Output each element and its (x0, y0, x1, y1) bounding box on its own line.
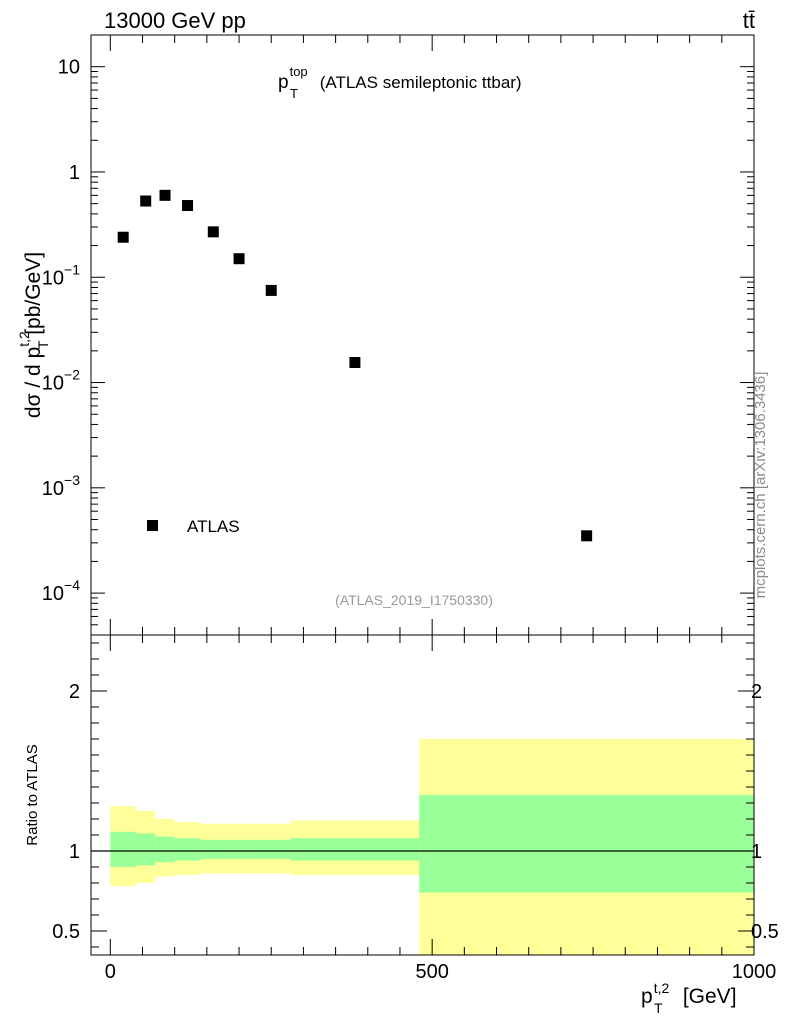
y-tick-label: 10−2 (42, 367, 80, 395)
xlabel-sup: t,2 (654, 980, 670, 996)
inner-band-bin (290, 838, 420, 861)
main-title: ptop T (ATLAS semileptonic ttbar) (278, 64, 522, 101)
xlabel-post: [GeV] (677, 985, 737, 1008)
inner-band-bin (174, 838, 201, 861)
legend-label: ATLAS (187, 517, 240, 536)
ratio-y-tick-label-right: 1 (751, 841, 762, 863)
ratio-panel: 0.5 0.5 1 1 2 2 0 500 1000 Ratio to ATLAS pt,2 T… (24, 634, 779, 1016)
y-tick-label: 10−1 (42, 261, 80, 289)
inner-band-bin (110, 831, 137, 867)
x-tick-label: 0 (105, 961, 116, 983)
x-tick-label: 1000 (732, 961, 777, 983)
title-sub: T (290, 86, 298, 101)
ratio-y-tick-label: 2 (69, 681, 80, 703)
process-label: tt̄ (743, 8, 755, 33)
ratio-y-tick-label: 1 (69, 841, 80, 863)
title-rest: (ATLAS semileptonic ttbar) (315, 73, 522, 92)
xlabel-var: p (641, 985, 653, 1008)
data-series-atlas (117, 189, 593, 542)
ratio-y-tick-label-right: 2 (751, 681, 762, 703)
data-point (207, 226, 219, 238)
ratio-y-label: Ratio to ATLAS (24, 744, 41, 845)
data-point (581, 530, 593, 542)
xlabel-sub: T (654, 1000, 663, 1016)
inner-band-bin (226, 839, 252, 859)
ylabel-sup: t,2 (16, 331, 32, 347)
data-point (265, 284, 277, 296)
y-tick-label: 1 (69, 162, 80, 184)
data-point (182, 200, 194, 212)
y-tick-label: 10 (58, 57, 80, 79)
inner-band-bin (200, 839, 227, 859)
main-panel: 10 1 10−1 10−2 10−3 10−4 ptop T (ATLAS semilep… (16, 34, 755, 636)
ylabel-post: [pb/GeV] (22, 252, 45, 341)
ylabel-pre: dσ / d p (22, 347, 45, 418)
ratio-y-tick-label-right: 0.5 (751, 921, 779, 943)
analysis-label: (ATLAS_2019_I1750330) (335, 592, 493, 608)
ratio-y-axis: 0.5 0.5 1 1 2 2 (52, 642, 779, 948)
ratio-x-axis: 0 500 1000 (105, 635, 777, 983)
y-tick-label: 10−4 (42, 577, 80, 605)
legend-marker (147, 520, 158, 531)
main-plot-frame (90, 34, 755, 636)
inner-band-bin (155, 836, 175, 863)
inner-band-bin (419, 795, 754, 893)
main-x-axis-ticks (109, 35, 755, 635)
data-point (140, 195, 152, 207)
energy-label: 13000 GeV pp (104, 8, 246, 33)
main-y-axis: 10 1 10−1 10−2 10−3 10−4 (42, 34, 754, 636)
ratio-x-label: pt,2 T [GeV] (641, 980, 737, 1016)
y-tick-label: 10−3 (42, 472, 80, 500)
main-y-label: dσ / d pt,2 T [pb/GeV] (16, 252, 51, 418)
title-sup: top (290, 64, 308, 79)
x-tick-label: 500 (415, 961, 448, 983)
ratio-plot-frame (90, 634, 755, 956)
data-point (349, 357, 361, 369)
ylabel-sub: T (35, 340, 51, 349)
inner-band-bin (136, 833, 156, 866)
ratio-y-tick-label: 0.5 (52, 921, 80, 943)
title-var: p (278, 72, 289, 93)
ratio-uncertainty-bands (110, 739, 754, 955)
data-point (117, 231, 129, 243)
side-label: mcplots.cern.ch [arXiv:1306.3436] (752, 372, 769, 599)
inner-band-bin (251, 839, 291, 859)
data-point (159, 189, 171, 201)
data-point (233, 253, 245, 265)
